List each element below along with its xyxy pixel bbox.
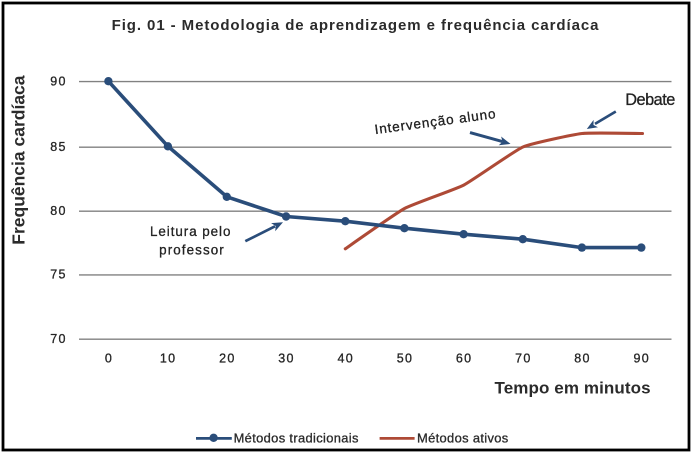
svg-text:50: 50	[397, 351, 414, 365]
svg-text:Métodos tradicionais: Métodos tradicionais	[234, 431, 359, 446]
svg-text:Leitura pelo: Leitura pelo	[150, 224, 231, 239]
svg-text:60: 60	[456, 351, 473, 365]
svg-text:80: 80	[50, 204, 67, 218]
svg-text:80: 80	[574, 351, 591, 365]
svg-text:90: 90	[50, 75, 67, 89]
svg-text:Frequência cardíaca: Frequência cardíaca	[8, 75, 28, 245]
svg-text:20: 20	[219, 351, 236, 365]
svg-text:Debate: Debate	[625, 91, 675, 109]
svg-text:Fig. 01 - Metodologia de apren: Fig. 01 - Metodologia de aprendizagem e …	[112, 17, 600, 34]
svg-text:75: 75	[50, 268, 67, 282]
svg-text:70: 70	[50, 332, 67, 346]
svg-text:0: 0	[105, 351, 113, 365]
svg-text:85: 85	[50, 140, 67, 154]
svg-text:10: 10	[160, 351, 177, 365]
svg-text:40: 40	[337, 351, 354, 365]
svg-text:professor: professor	[159, 243, 225, 258]
svg-text:90: 90	[633, 351, 650, 365]
svg-text:Tempo em minutos: Tempo em minutos	[495, 379, 651, 398]
svg-text:Métodos ativos: Métodos ativos	[417, 431, 509, 446]
svg-text:30: 30	[278, 351, 295, 365]
svg-text:70: 70	[515, 351, 532, 365]
